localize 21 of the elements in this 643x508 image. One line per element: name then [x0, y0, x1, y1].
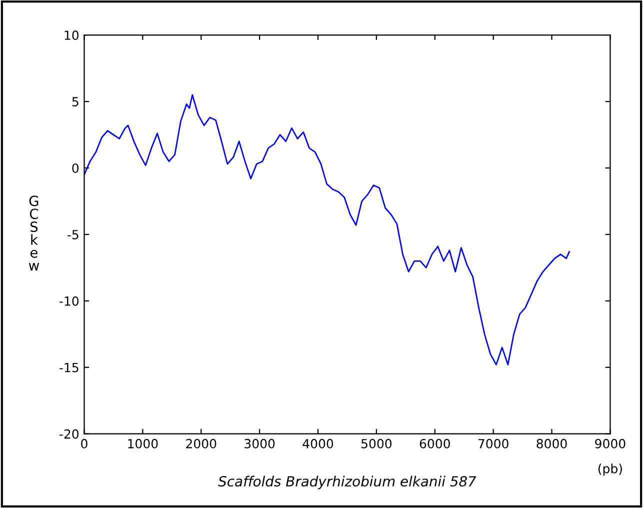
x-tick-label: 4000: [302, 438, 334, 448]
x-tick-label: 1000: [128, 438, 158, 448]
y-tick-label: -10: [60, 296, 79, 306]
x-tick-label: 0: [81, 438, 88, 448]
y-axis-title: GC Skew: [28, 196, 40, 271]
y-tick-label: 0: [72, 163, 79, 173]
y-tick-label: -5: [68, 230, 78, 240]
x-tick-label: 3000: [244, 438, 275, 448]
text: (pb): [598, 464, 622, 476]
x-tick-label: 2000: [186, 438, 216, 448]
x-tick-label: 7000: [478, 438, 508, 448]
y-tick-label: -15: [60, 363, 78, 372]
y-tick-label: -20: [60, 429, 79, 439]
line-series: [84, 94, 570, 366]
x-tick-label: 8000: [536, 438, 567, 448]
x-tick-label: 5000: [362, 438, 392, 448]
y-tick-label: 10: [64, 30, 79, 40]
x-axis-title: Scaffolds Bradyrhizobium elkanii 587: [218, 476, 476, 490]
y-tick-label: 5: [72, 97, 78, 106]
x-tick-label: 6000: [420, 438, 450, 448]
x-tick-label: 9000: [595, 438, 626, 448]
